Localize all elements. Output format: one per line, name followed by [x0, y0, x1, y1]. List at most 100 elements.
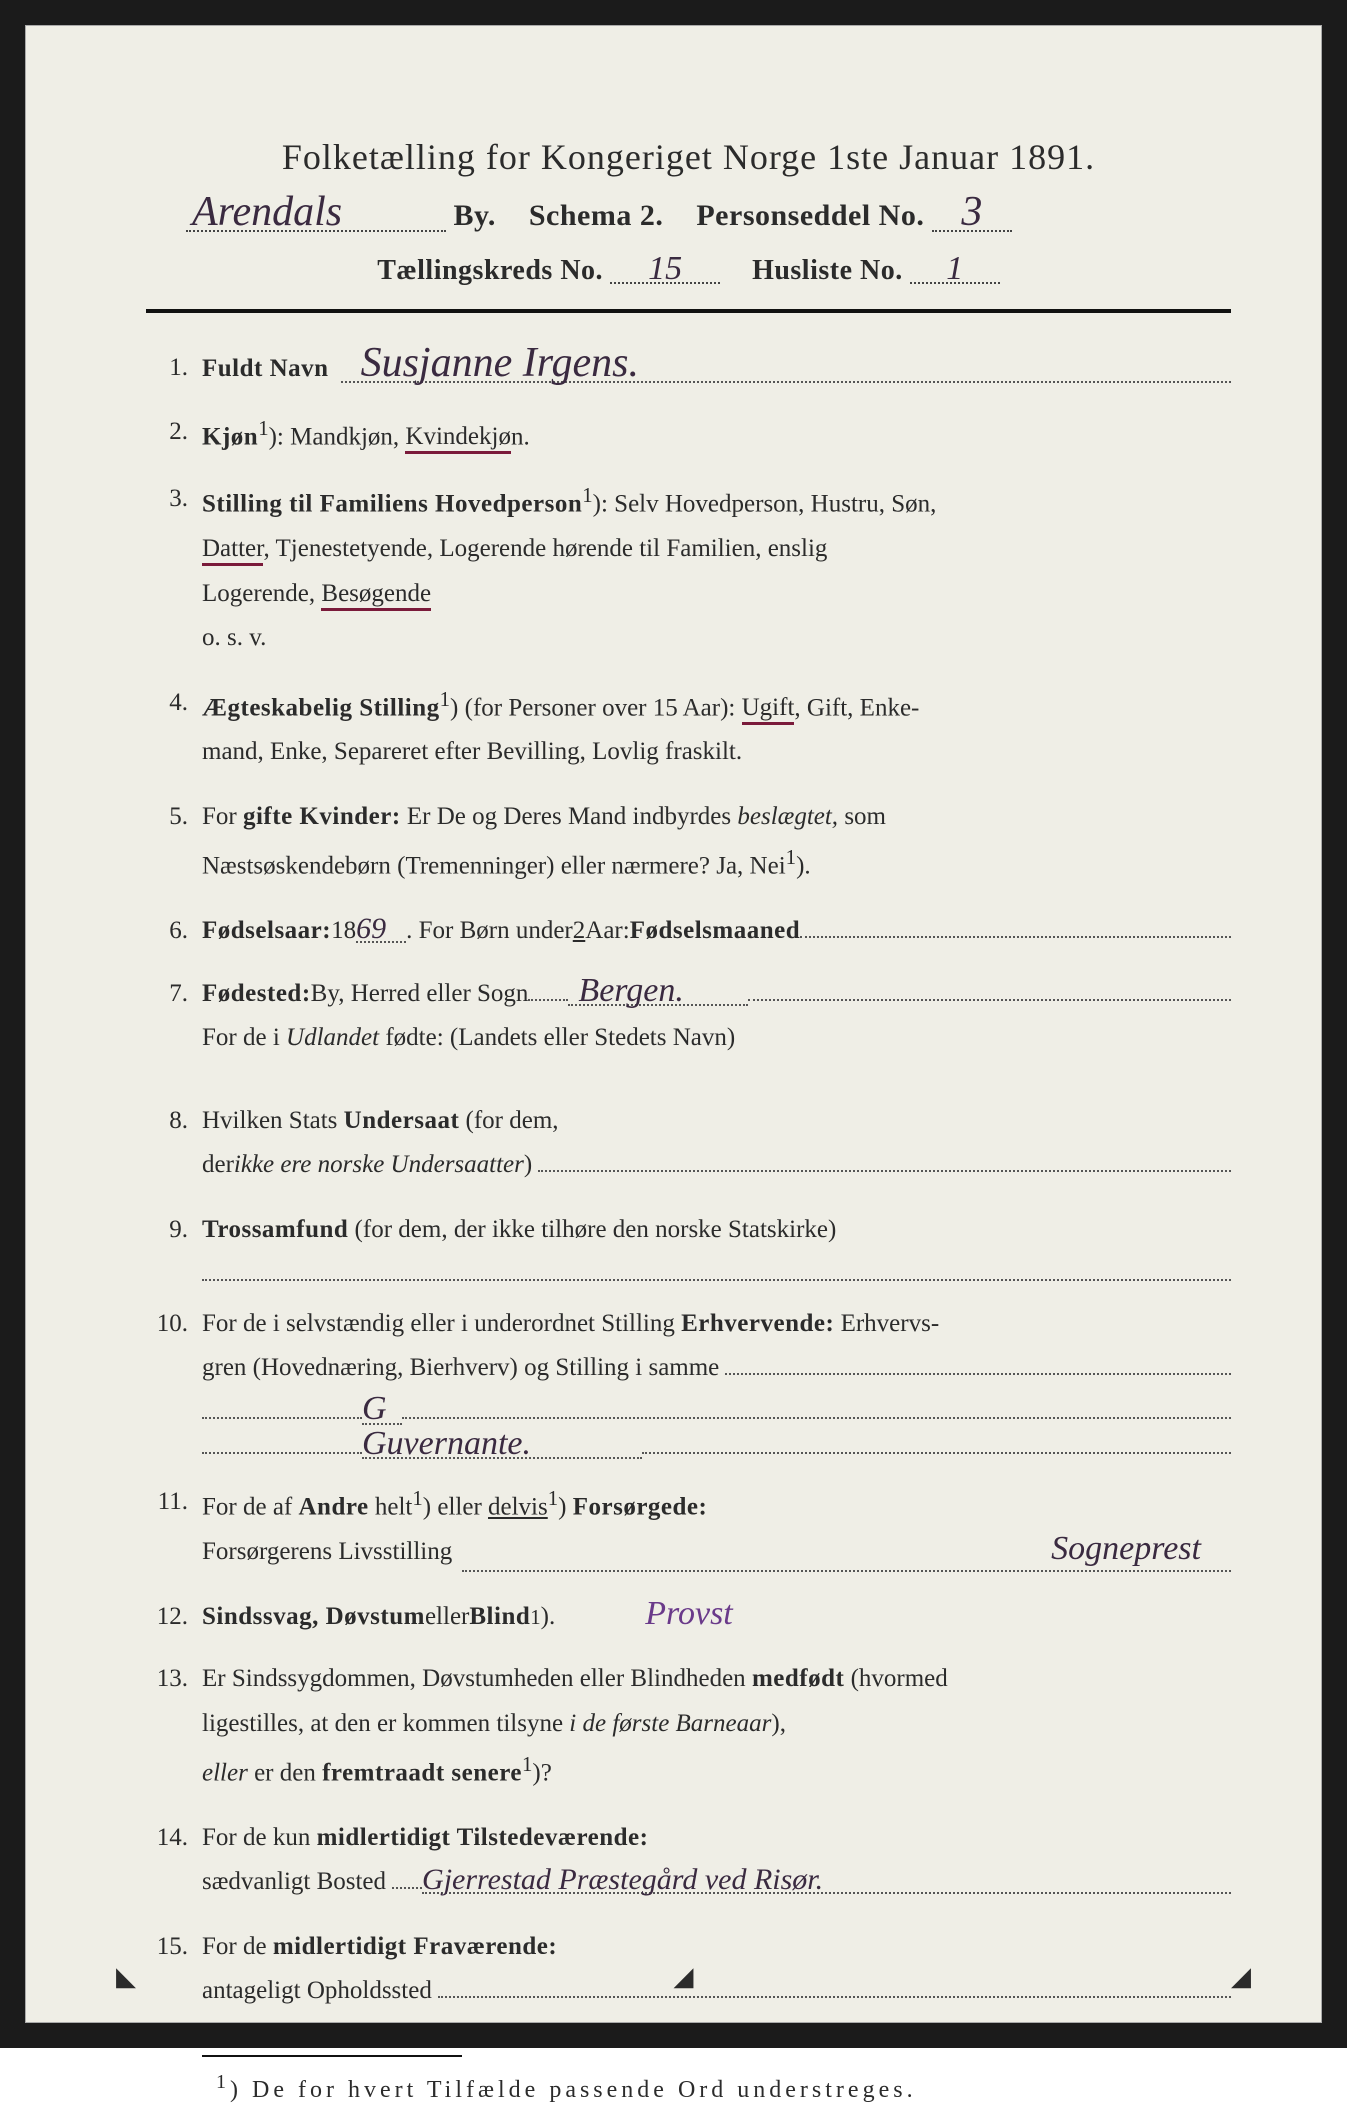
text: gren (Hovednæring, Bierhverv) og Stillin…: [202, 1347, 719, 1390]
opt-kvindekjon: Kvindekjø: [405, 423, 511, 454]
row-7: 7. Fødested: By, Herred eller Sogn Bergen…: [146, 973, 1231, 1062]
sup: 1: [582, 483, 592, 507]
husliste-no: 1: [910, 255, 1000, 284]
row-13: 13. Er Sindssygdommen, Døvstumheden elle…: [146, 1658, 1231, 1797]
row-9: 9. Trossamfund (for dem, der ikke tilhør…: [146, 1209, 1231, 1283]
label-aegteskab: Ægteskabelig Stilling: [202, 694, 440, 721]
corner-mark-icon: ◢: [674, 1962, 694, 1992]
value-name: Susjanne Irgens.: [341, 347, 1231, 383]
row-num: 12.: [146, 1596, 202, 1639]
label-fodested: Fødested:: [202, 973, 311, 1016]
value-forsorger: Sogneprest: [462, 1535, 1231, 1572]
prefix-18: 18: [331, 910, 356, 953]
text: (hvormed: [844, 1665, 947, 1692]
text: ) eller: [423, 1494, 488, 1521]
italic: eller: [202, 1759, 248, 1786]
city-field: Arendals: [186, 196, 446, 232]
row-3: 3. Stilling til Familiens Hovedperson1):…: [146, 478, 1231, 661]
u-delvis: delvis: [488, 1494, 548, 1521]
text: For de i: [202, 1024, 286, 1051]
row-num: 4.: [146, 682, 202, 776]
text: For: [202, 803, 243, 830]
kreds-label: Tællingskreds No.: [377, 255, 603, 286]
text: (for dem, der ikke tilhøre den norske St…: [348, 1216, 836, 1243]
text: mand, Enke, Separeret efter Bevilling, L…: [202, 731, 1231, 774]
text: Logerende,: [202, 580, 321, 607]
row-5: 5. For gifte Kvinder: Er De og Deres Man…: [146, 796, 1231, 890]
text: Er De og Deres Mand indbyrdes: [401, 803, 738, 830]
text: som: [838, 803, 886, 830]
value-erhverv: Guvernante.: [362, 1430, 642, 1459]
text: Forsørgerens Livsstilling: [202, 1531, 452, 1574]
header-line-2: Arendals By. Schema 2. Personseddel No. …: [186, 196, 1231, 233]
italic: Udlandet: [286, 1024, 379, 1051]
kreds-no: 15: [610, 255, 720, 284]
personseddel-label: Personseddel No.: [696, 199, 924, 232]
opt-besogende: Besøgende: [321, 580, 431, 611]
blank-line: [402, 1392, 1231, 1420]
text-osv: o. s. v.: [202, 617, 1231, 660]
text: Hvilken Stats: [202, 1107, 344, 1134]
blank-line: [725, 1348, 1231, 1376]
sup: 1: [786, 845, 796, 869]
blank-line: [800, 911, 1231, 939]
footnote: 1) De for hvert Tilfælde passende Ord un…: [216, 2071, 1231, 2104]
text: sædvanligt Bosted: [202, 1861, 386, 1904]
label-sindssvag: Sindssvag, Døvstum: [202, 1596, 425, 1639]
value-year: 69: [356, 917, 406, 943]
row-4: 4. Ægteskabelig Stilling1) (for Personer…: [146, 682, 1231, 776]
row-num: 9.: [146, 1209, 202, 1283]
text: ),: [771, 1710, 786, 1737]
text: ).: [541, 1596, 556, 1639]
row-num: 7.: [146, 973, 202, 1062]
label-fuldt-navn: Fuldt Navn: [202, 348, 329, 391]
by-label: By.: [454, 199, 496, 232]
text: der: [202, 1144, 234, 1187]
text: ligestilles, at den er kommen tilsyne: [202, 1710, 569, 1737]
text: ): [524, 1144, 532, 1187]
value-fodested: Bergen.: [568, 977, 748, 1006]
text: ) (for Personer over 15 Aar):: [450, 694, 742, 721]
text: er den: [248, 1759, 322, 1786]
census-form: Folketælling for Kongeriget Norge 1ste J…: [25, 25, 1322, 2023]
sup: 1: [440, 687, 450, 711]
blank-line: [438, 1971, 1231, 1999]
text: , Gift, Enke-: [794, 694, 919, 721]
text: (for dem,: [459, 1107, 558, 1134]
text: ).: [796, 853, 811, 880]
row-14: 14. For de kun midlertidigt Tilstedevære…: [146, 1817, 1231, 1906]
text: antageligt Opholdssted: [202, 1970, 432, 2013]
label-fravaerende: midlertidigt Fraværende:: [273, 1933, 557, 1960]
value-provst: Provst: [645, 1600, 733, 1627]
row-num: 2.: [146, 411, 202, 459]
personseddel-no: 3: [932, 196, 1012, 232]
text: For de kun: [202, 1824, 317, 1851]
row-num: 6.: [146, 910, 202, 953]
page-container: Folketælling for Kongeriget Norge 1ste J…: [0, 0, 1347, 2048]
label-andre: Andre: [299, 1494, 369, 1521]
label-stilling: Stilling til Familiens Hovedperson: [202, 491, 582, 518]
text: , Tjenestetyende, Logerende hørende til …: [263, 535, 827, 562]
text: n.: [511, 423, 530, 450]
text: fødte: (Landets eller Stedets Navn): [379, 1024, 735, 1051]
row-num: 8.: [146, 1100, 202, 1189]
text: For de af: [202, 1494, 299, 1521]
row-6: 6. Fødselsaar: 1869. For Børn under 2 Aa…: [146, 910, 1231, 953]
label-medfodt: medfødt: [752, 1665, 844, 1692]
form-title: Folketælling for Kongeriget Norge 1ste J…: [146, 136, 1231, 178]
italic: beslægtet,: [737, 803, 838, 830]
sup: 1: [522, 1752, 532, 1776]
row-num: 13.: [146, 1658, 202, 1797]
label-trossamfund: Trossamfund: [202, 1216, 348, 1243]
text: By, Herred eller Sogn: [311, 973, 529, 1016]
husliste-label: Husliste No.: [752, 255, 903, 286]
label-kjon: Kjøn: [202, 423, 258, 450]
value-bosted: Gjerrestad Præstegård ved Risør.: [422, 1868, 1231, 1894]
text: . For Børn under: [406, 910, 573, 953]
sup: 1: [258, 416, 268, 440]
row-num: 1.: [146, 347, 202, 391]
text: ): Selv Hovedperson, Hustru, Søn,: [593, 491, 937, 518]
label-tilstede: midlertidigt Tilstedeværende:: [317, 1824, 649, 1851]
row-num: 3.: [146, 478, 202, 661]
row-num: 11.: [146, 1481, 202, 1575]
